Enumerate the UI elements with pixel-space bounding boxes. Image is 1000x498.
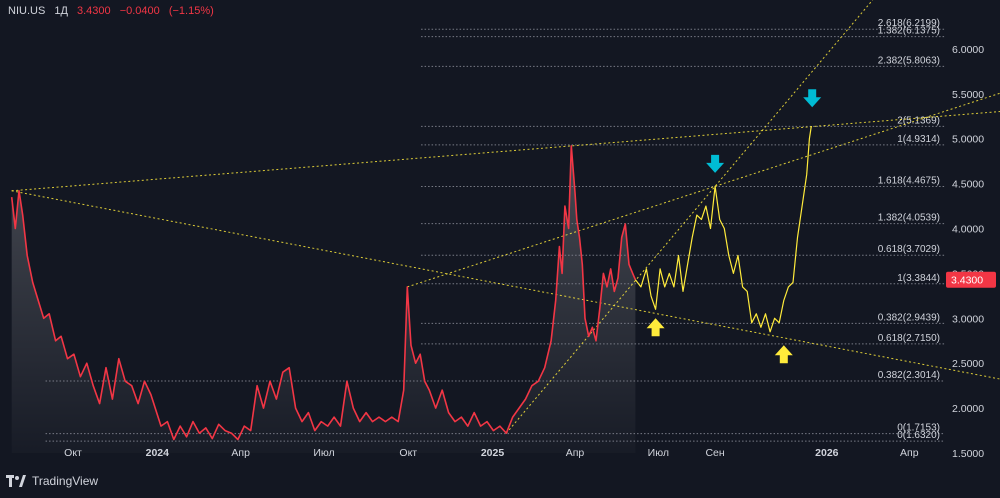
tradingview-brand[interactable]: TradingView (6, 474, 98, 488)
fib-level-label: 0.382(2.3014) (878, 370, 940, 381)
x-tick-label: Окт (64, 447, 82, 459)
last-price-badge (946, 271, 996, 288)
axes-layer: 1.50002.00002.50003.00003.50004.00004.50… (64, 44, 996, 460)
header-change: −0.0400 (119, 5, 160, 17)
x-tick-label: Июл (313, 447, 334, 459)
y-tick-label: 6.0000 (952, 44, 984, 56)
trendline (505, 0, 874, 434)
brand-name: TradingView (32, 474, 99, 488)
x-tick-label: Июл (648, 447, 669, 459)
arrow-up-icon (774, 345, 793, 364)
y-tick-label: 5.5000 (952, 89, 984, 101)
x-tick-label: 2026 (815, 447, 839, 459)
x-tick-label: Сен (705, 447, 724, 459)
last-price-label: 3.4300 (951, 275, 983, 287)
projection-line (634, 126, 812, 333)
header-price: 3.4300 (76, 5, 111, 17)
fib-level-label: 0(1.7153) (897, 423, 940, 434)
trendline (11, 190, 1000, 380)
fib-level-label: 0.618(3.7029) (878, 244, 940, 255)
trendlines-layer (11, 0, 1000, 434)
arrow-up-icon (646, 318, 665, 337)
fib-level-label: 0.382(2.9439) (878, 312, 940, 323)
price-area-fill (11, 145, 636, 453)
fib-level-label: 1(4.9314) (897, 134, 940, 145)
y-tick-label: 1.5000 (952, 448, 984, 460)
fib-levels-layer: 2.618(6.2199)1.382(6.1375) 2.382(5.8063) 2… (45, 18, 945, 442)
trendline (11, 111, 1000, 192)
x-tick-label: Апр (900, 447, 919, 459)
price-line (10, 145, 637, 441)
y-tick-label: 2.0000 (952, 403, 984, 415)
trendline (407, 92, 1000, 288)
x-tick-label: Окт (399, 447, 417, 459)
x-tick-label: Апр (566, 447, 585, 459)
series-layer (10, 126, 812, 441)
fib-level-label: 1.382(4.0539) (878, 213, 940, 224)
symbol-header: NIU.US 1Д 3.4300 −0.0400 (−1.15%) (8, 5, 220, 17)
interval-label[interactable]: 1Д (54, 5, 68, 17)
y-tick-label: 4.5000 (952, 179, 984, 191)
fib-level-label: 0(1.6320) (897, 430, 940, 441)
header-change-pct: (−1.15%) (168, 5, 214, 17)
fib-level-label: 0.618(2.7150) (878, 333, 940, 344)
y-tick-label: 3.0000 (952, 313, 984, 325)
tradingview-logo-icon (6, 475, 26, 487)
y-tick-label: 4.0000 (952, 224, 984, 236)
price-area-fill-layer (11, 145, 636, 453)
fib-level-label: 2(5.1369) (897, 115, 940, 126)
fib-level-label: 1.618(4.4675) (878, 176, 940, 187)
symbol-name[interactable]: NIU.US (8, 5, 46, 17)
arrow-down-icon (803, 89, 822, 108)
x-tick-label: 2024 (146, 447, 170, 459)
x-tick-label: Апр (231, 447, 250, 459)
y-tick-label: 2.5000 (952, 358, 984, 370)
fib-level-label: 1.382(6.1375) (878, 26, 940, 37)
fib-level-label: 2.618(6.2199) (878, 18, 940, 29)
arrow-down-icon (706, 154, 725, 173)
x-tick-label: 2025 (481, 447, 505, 459)
y-tick-label: 5.0000 (952, 134, 984, 146)
arrows-layer (646, 89, 822, 364)
fib-level-label: 2.382(5.8063) (878, 55, 940, 66)
fib-level-label: 1(3.3844) (897, 273, 940, 284)
